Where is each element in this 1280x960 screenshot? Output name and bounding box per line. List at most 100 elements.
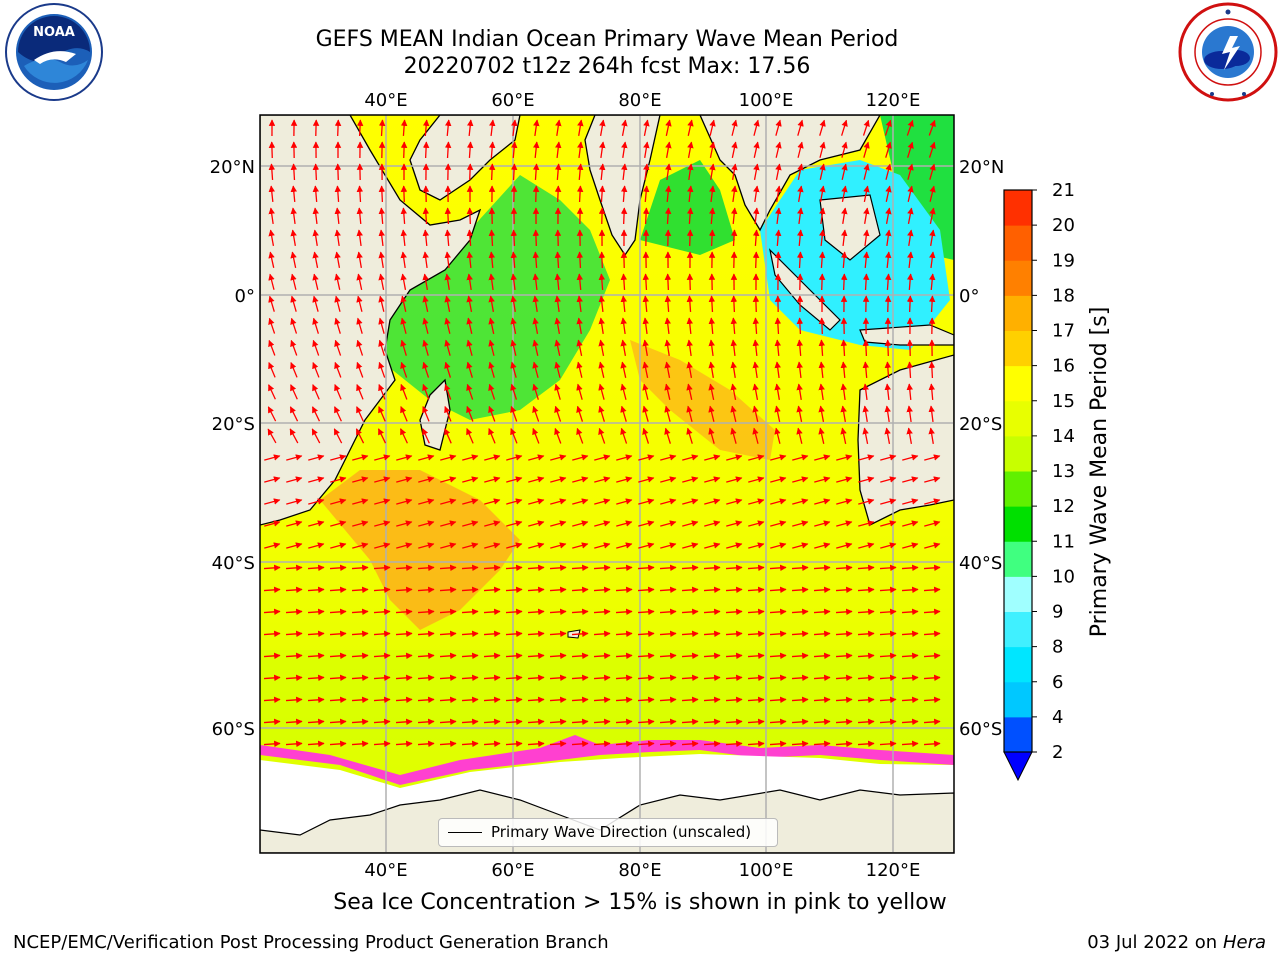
wave-arrow: [857, 674, 875, 682]
wave-arrow: [576, 185, 584, 203]
wave-arrow: [308, 454, 325, 461]
wave-arrow: [439, 630, 457, 638]
wave-arrow: [730, 295, 738, 313]
wave-arrow: [373, 564, 391, 572]
wave-arrow: [378, 406, 386, 422]
wave-arrow: [704, 454, 721, 461]
noaa-wordmark: NOAA: [33, 25, 75, 40]
wave-arrow: [267, 428, 277, 444]
wave-arrow: [615, 718, 633, 726]
wave-arrow: [396, 454, 413, 461]
wave-arrow: [598, 317, 605, 335]
wave-arrow: [906, 383, 914, 401]
colorbar-swatch: [1004, 611, 1032, 648]
wave-arrow: [377, 428, 387, 444]
wave-arrow: [835, 586, 853, 594]
wave-arrow: [929, 185, 936, 202]
wave-arrow: [615, 564, 633, 572]
wave-arrow: [505, 586, 523, 594]
wave-arrow: [444, 428, 452, 444]
wave-arrow: [290, 251, 297, 268]
lat-label: 20°N: [210, 157, 255, 178]
wave-arrow: [620, 427, 628, 444]
wave-arrow: [726, 520, 743, 527]
colorbar-tick-label: 19: [1052, 250, 1075, 271]
wave-arrow: [708, 427, 715, 444]
lat-label: 20°S: [212, 414, 255, 435]
wave-arrow: [797, 119, 804, 136]
map-frame: [259, 114, 955, 854]
wave-arrow: [664, 273, 672, 291]
wave-arrow: [752, 251, 760, 269]
wave-arrow: [506, 542, 523, 549]
wave-arrow: [422, 207, 430, 225]
wave-arrow: [796, 229, 804, 247]
wave-arrow: [840, 119, 848, 136]
wave-arrow: [329, 608, 347, 616]
wave-arrow: [813, 586, 831, 594]
wave-arrow: [554, 339, 561, 356]
wave-arrow: [796, 383, 803, 401]
wave-arrow: [901, 718, 919, 726]
wave-arrow: [488, 428, 496, 444]
wave-arrow: [774, 383, 781, 400]
wave-arrow: [730, 207, 738, 225]
wave-arrow: [268, 339, 276, 356]
wave-arrow: [462, 520, 479, 527]
wave-arrow: [549, 564, 567, 572]
wave-arrow: [378, 361, 386, 378]
wave-arrow: [356, 339, 364, 356]
wave-arrow: [924, 542, 941, 549]
wave-arrow: [748, 476, 765, 483]
wave-arrow: [267, 406, 277, 422]
wave-arrow: [725, 696, 743, 704]
wave-arrow: [616, 476, 633, 483]
wave-arrow: [395, 564, 413, 572]
wave-arrow: [637, 740, 655, 748]
wave-arrow: [725, 652, 743, 660]
wave-arrow: [311, 406, 321, 422]
legend-label: Primary Wave Direction (unscaled): [491, 823, 752, 841]
wave-arrow: [752, 427, 759, 444]
wave-arrow: [818, 339, 826, 357]
wave-arrow: [268, 141, 276, 159]
wave-arrow: [681, 630, 699, 638]
wave-arrow: [902, 520, 919, 527]
wave-arrow: [422, 361, 430, 378]
wave-arrow: [395, 740, 413, 748]
wave-arrow: [549, 630, 567, 638]
wave-arrow: [268, 317, 276, 334]
wave-arrow: [571, 740, 589, 748]
wave-arrow: [638, 476, 655, 483]
wave-arrow: [505, 630, 523, 638]
wave-arrow: [334, 207, 341, 225]
wave-arrow: [356, 119, 364, 137]
wave-arrow: [440, 454, 457, 461]
wave-arrow: [329, 696, 347, 704]
colorbar-tick-label: 6: [1052, 672, 1063, 693]
lat-label: 60°S: [959, 719, 1002, 740]
wave-arrow: [510, 229, 518, 247]
wave-arrow: [747, 564, 765, 572]
wave-arrow: [791, 674, 809, 682]
wave-arrow: [290, 185, 298, 203]
wave-arrow: [444, 317, 451, 334]
wave-arrow: [268, 207, 275, 225]
wave-arrow: [576, 163, 584, 181]
wave-arrow: [439, 652, 457, 660]
wave-arrow: [488, 383, 496, 400]
wave-arrow: [352, 498, 369, 505]
wave-arrow: [863, 229, 870, 247]
wave-arrow: [598, 405, 605, 422]
wave-arrow: [884, 383, 891, 401]
wave-arrow: [599, 119, 606, 136]
wave-arrow: [665, 119, 672, 136]
colorbar-swatch: [1004, 225, 1032, 261]
wave-arrow: [748, 498, 765, 505]
wave-arrow: [378, 119, 386, 137]
wave-arrow: [703, 608, 721, 616]
wave-arrow: [659, 696, 677, 704]
wave-arrow: [549, 608, 567, 616]
wave-arrow: [660, 498, 677, 505]
wave-arrow: [664, 185, 672, 203]
